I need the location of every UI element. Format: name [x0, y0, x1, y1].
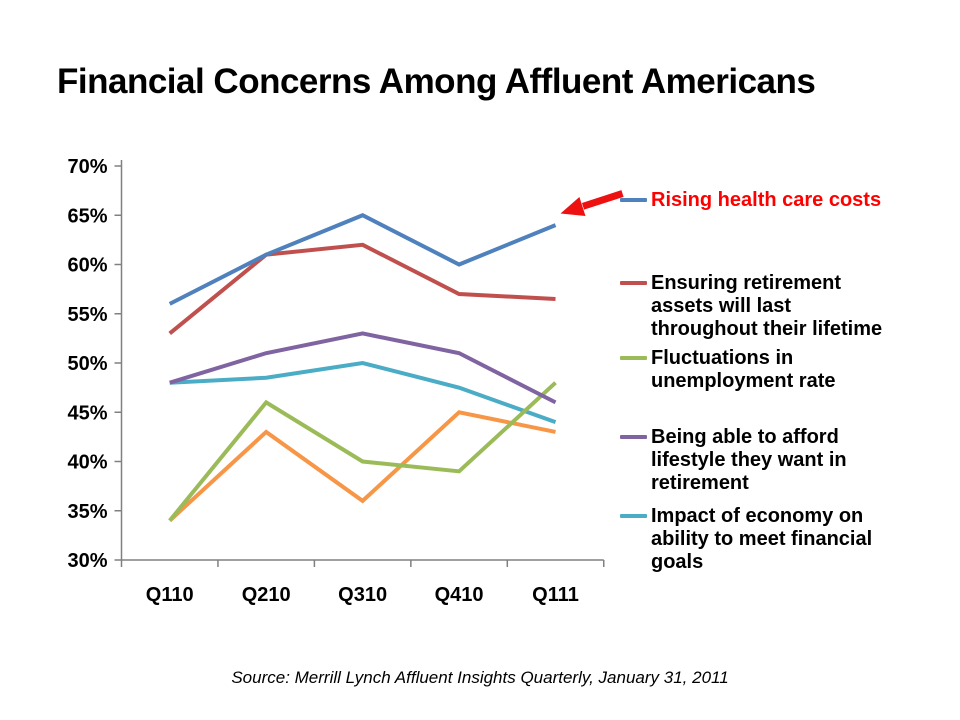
- y-axis-tick-label: 30%: [67, 550, 107, 572]
- y-axis-tick-label: 40%: [67, 452, 107, 474]
- series-line-fluctuations-in-unemployment-rate: [168, 381, 557, 522]
- annotation-arrow-shaft: [581, 190, 624, 210]
- x-axis-category-label: Q110: [146, 584, 194, 606]
- x-axis-category-label: Q410: [435, 584, 484, 606]
- series-line-unlabeled: [168, 410, 556, 523]
- series-line-ensuring-retirement-assets-will: [168, 242, 556, 335]
- y-axis-tick-label: 50%: [67, 353, 107, 375]
- y-axis-tick-label: 35%: [67, 501, 107, 523]
- y-axis-tick-label: 55%: [67, 304, 107, 326]
- y-axis-tick-label: 70%: [67, 156, 107, 178]
- x-axis-category-label: Q210: [242, 584, 291, 606]
- series-line-rising-health-care-costs: [168, 213, 557, 306]
- y-axis-tick-label: 65%: [67, 205, 107, 227]
- chart-title: Financial Concerns Among Affluent Americ…: [57, 62, 816, 101]
- y-axis-tick-label: 60%: [67, 255, 107, 277]
- y-axis-tick-label: 45%: [67, 402, 107, 424]
- annotation-arrow-head: [560, 197, 586, 216]
- x-axis-category-label: Q111: [532, 584, 579, 606]
- series-line-being-able-to-afford: [169, 331, 557, 405]
- x-axis-category-label: Q310: [338, 584, 387, 606]
- source-caption: Source: Merrill Lynch Affluent Insights …: [231, 668, 729, 687]
- series-line-impact-of-economy-on: [169, 360, 557, 424]
